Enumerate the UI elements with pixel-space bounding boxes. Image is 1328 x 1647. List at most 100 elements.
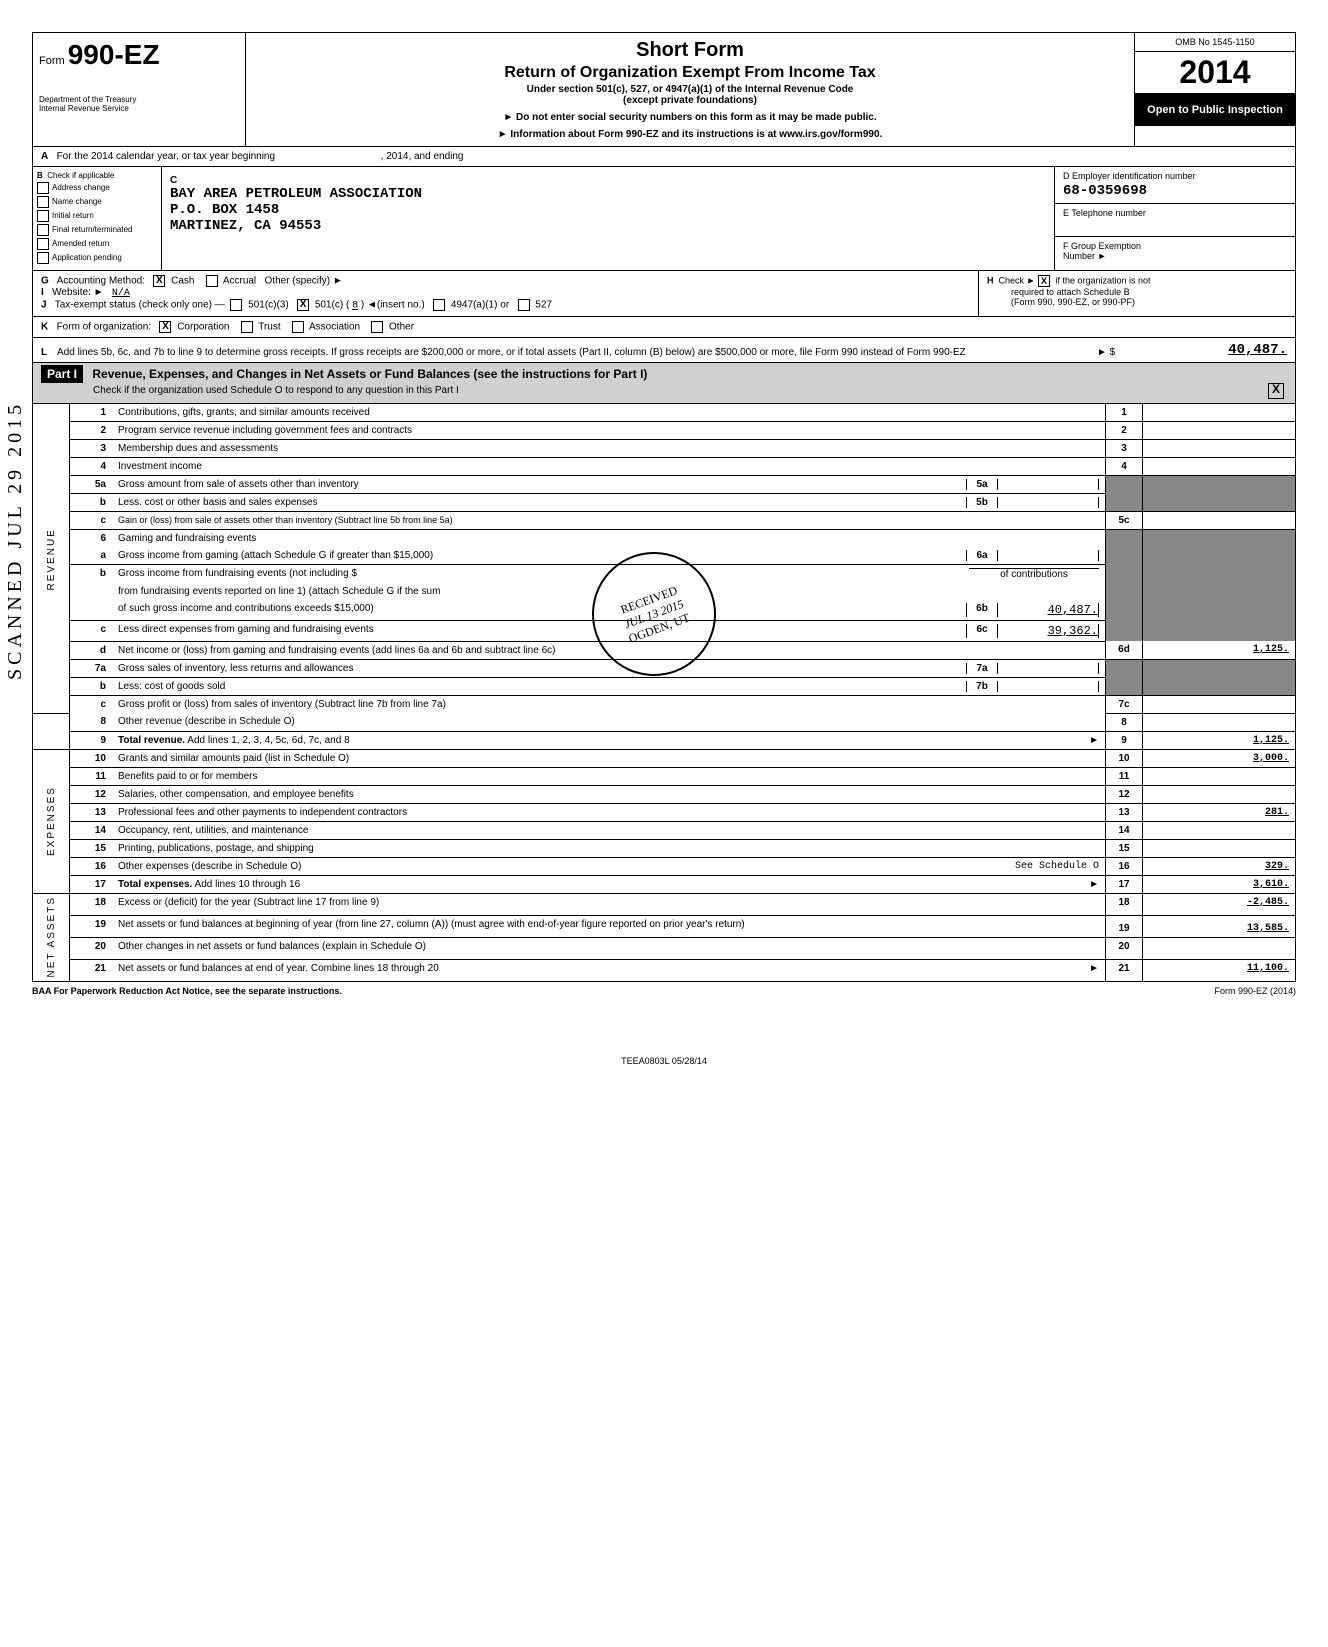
line21-num: 21	[95, 963, 106, 974]
side-assets: NET ASSETS	[33, 893, 70, 982]
line6b-num: b	[100, 568, 106, 579]
line13-amt: 281.	[1143, 803, 1296, 821]
row-k: K Form of organization: X Corporation Tr…	[32, 317, 1296, 338]
line1-num: 1	[100, 407, 106, 418]
line8-text: Other revenue (describe in Schedule O)	[112, 713, 1106, 731]
row-a-mid: , 2014, and ending	[381, 151, 464, 162]
lbl-501c3: 501(c)(3)	[248, 300, 289, 311]
line11-num: 11	[95, 771, 106, 782]
line6a-midnum: 6a	[966, 550, 998, 561]
line17-amt: 3,610.	[1143, 875, 1296, 893]
form-header: Form 990-EZ Department of the Treasury I…	[32, 32, 1296, 147]
label-l: L	[41, 347, 47, 358]
row-i-text: Website: ►	[52, 287, 103, 298]
line16-num: 16	[95, 861, 106, 872]
line3-box: 3	[1106, 439, 1143, 457]
line18-text: Excess or (deficit) for the year (Subtra…	[112, 893, 1106, 915]
cb-initial[interactable]	[37, 210, 49, 222]
lbl-amended-return: Amended return	[52, 239, 109, 248]
line6c-num: c	[100, 624, 106, 635]
instr-url: ► Information about Form 990-EZ and its …	[258, 129, 1122, 140]
cb-501c3[interactable]	[230, 299, 242, 311]
line7a-midamt	[998, 663, 1099, 674]
cb-corp[interactable]: X	[159, 321, 171, 333]
lbl-other-org: Other	[389, 321, 414, 332]
line5c-text: Gain or (loss) from sale of assets other…	[112, 511, 1106, 529]
line6a-num: a	[100, 550, 106, 561]
line19-num: 19	[95, 919, 106, 930]
line2-amt	[1143, 421, 1296, 439]
lbl-501c-close: ) ◄(insert no.)	[361, 300, 425, 311]
lbl-name-change: Name change	[52, 197, 102, 206]
cb-final[interactable]	[37, 224, 49, 236]
line9-arrow: ►	[1089, 735, 1099, 746]
line2-box: 2	[1106, 421, 1143, 439]
line17-text: Add lines 10 through 16	[195, 879, 301, 890]
line15-amt	[1143, 839, 1296, 857]
lbl-other-method: Other (specify) ►	[265, 276, 343, 287]
cb-trust[interactable]	[241, 321, 253, 333]
line19-box: 19	[1106, 915, 1143, 937]
line10-num: 10	[95, 753, 106, 764]
cb-amended[interactable]	[37, 238, 49, 250]
line7b-text: Less: cost of goods sold	[118, 681, 966, 692]
instr-ssn: ► Do not enter social security numbers o…	[258, 112, 1122, 123]
line6b-contrib: of contributions	[969, 568, 1099, 580]
cb-501c[interactable]: X	[297, 299, 309, 311]
line21-box: 21	[1106, 960, 1143, 982]
lbl-initial-return: Initial return	[52, 211, 94, 220]
line12-num: 12	[95, 789, 106, 800]
line6d-num: d	[100, 645, 106, 656]
line13-text: Professional fees and other payments to …	[112, 803, 1106, 821]
line1-amt	[1143, 404, 1296, 422]
row-h-text2: if the organization is not	[1055, 275, 1150, 285]
label-h: H	[987, 275, 994, 285]
line20-num: 20	[95, 941, 106, 952]
line17-num: 17	[95, 879, 106, 890]
line4-box: 4	[1106, 457, 1143, 475]
line7b-midnum: 7b	[966, 681, 998, 692]
cb-accrual[interactable]	[206, 275, 218, 287]
label-g: G	[41, 276, 49, 287]
row-h-text4: (Form 990, 990-EZ, or 990-PF)	[987, 297, 1135, 307]
label-a: A	[41, 151, 48, 162]
lbl-final-return: Final return/terminated	[52, 225, 132, 234]
cb-assoc[interactable]	[292, 321, 304, 333]
line5b-midamt	[998, 497, 1099, 508]
website-value: N/A	[112, 288, 130, 299]
label-i: I	[41, 287, 44, 298]
line15-box: 15	[1106, 839, 1143, 857]
lbl-corporation: Corporation	[177, 321, 229, 332]
line6a-midamt	[998, 550, 1099, 561]
line6b-text1: Gross income from fundraising events (no…	[118, 568, 969, 580]
line10-text: Grants and similar amounts paid (list in…	[112, 749, 1106, 767]
cb-4947[interactable]	[433, 299, 445, 311]
line21-amt: 11,100.	[1143, 960, 1296, 982]
form-number: 990-EZ	[68, 39, 160, 70]
cb-schedule-o[interactable]: X	[1268, 383, 1284, 399]
row-k-text: Form of organization:	[57, 321, 152, 332]
row-a-text: For the 2014 calendar year, or tax year …	[57, 151, 275, 162]
line5a-num: 5a	[95, 479, 106, 490]
cb-not-schedule-b[interactable]: X	[1038, 275, 1050, 287]
line5c-box: 5c	[1106, 511, 1143, 529]
lbl-association: Association	[309, 321, 360, 332]
cb-pending[interactable]	[37, 252, 49, 264]
row-h-text3: required to attach Schedule B	[987, 287, 1130, 297]
cb-527[interactable]	[518, 299, 530, 311]
line11-amt	[1143, 767, 1296, 785]
line5a-midamt	[998, 479, 1099, 490]
footer-code: TEEA0803L 05/28/14	[32, 1056, 1296, 1066]
line21-arrow: ►	[1089, 963, 1099, 974]
line9-amt: 1,125.	[1143, 731, 1296, 749]
line11-box: 11	[1106, 767, 1143, 785]
form-prefix: Form	[39, 55, 65, 67]
cb-address[interactable]	[37, 182, 49, 194]
ein-value: 68-0359698	[1063, 183, 1287, 199]
line14-box: 14	[1106, 821, 1143, 839]
line19-amt: 13,585.	[1143, 915, 1296, 937]
cb-other-org[interactable]	[371, 321, 383, 333]
line16-note: See Schedule O	[1015, 861, 1099, 872]
cb-name[interactable]	[37, 196, 49, 208]
cb-cash[interactable]: X	[153, 275, 165, 287]
